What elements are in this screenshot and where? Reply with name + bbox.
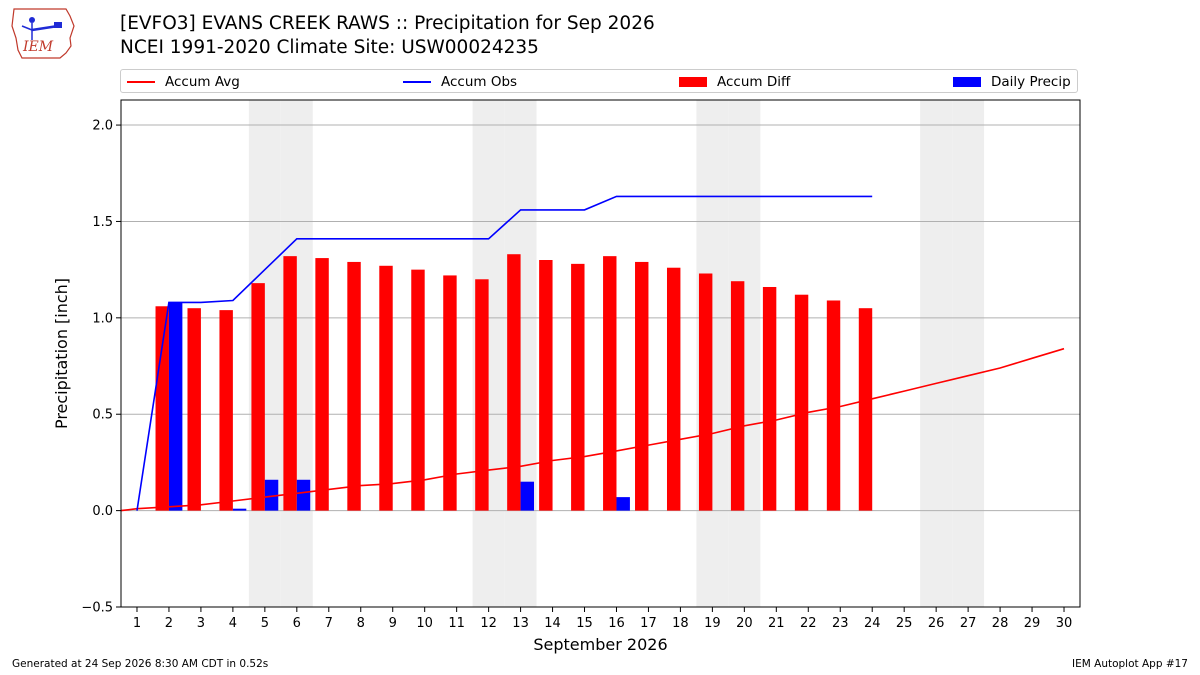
accum-diff-bar (571, 263, 585, 511)
accum-diff-bar (858, 308, 873, 511)
x-tick-label: 4 (229, 616, 237, 631)
x-tick-label: 1 (133, 616, 141, 631)
legend-item-accum-obs: Accum Obs (403, 73, 517, 91)
x-tick-label: 30 (1056, 616, 1073, 631)
y-axis-label: Precipitation [inch] (52, 278, 71, 429)
x-axis-label: September 2026 (533, 635, 667, 654)
accum-diff-bar (635, 261, 649, 511)
y-tick-label: 0.0 (92, 504, 113, 519)
legend-swatch-accum-avg (127, 81, 155, 83)
plot-frame (120, 99, 1081, 608)
x-tick-label: 5 (261, 616, 269, 631)
x-tick-label: 12 (480, 616, 497, 631)
x-tick-label: 7 (325, 616, 333, 631)
x-tick-label: 16 (608, 616, 625, 631)
x-tick-label: 20 (736, 616, 753, 631)
x-tick-label: 25 (896, 616, 913, 631)
accum-diff-bar (379, 265, 393, 511)
daily-precip-bar (168, 302, 183, 511)
x-tick-label: 14 (544, 616, 561, 631)
x-tick-label: 17 (640, 616, 657, 631)
x-tick-label: 11 (448, 616, 465, 631)
accum-obs-line (136, 195, 873, 511)
accum-diff-bar (475, 279, 489, 511)
accum-diff-bar (315, 258, 329, 511)
y-tick-label: 1.0 (92, 311, 113, 326)
accum-diff-bar (507, 254, 521, 511)
accum-diff-bar (443, 275, 457, 511)
svg-text:IEM: IEM (22, 39, 54, 55)
generated-timestamp: Generated at 24 Sep 2026 8:30 AM CDT in … (12, 658, 269, 670)
x-tick-label: 27 (960, 616, 977, 631)
x-tick-label: 24 (864, 616, 881, 631)
legend-swatch-accum-obs (403, 81, 431, 83)
legend-swatch-daily-precip (953, 77, 981, 87)
daily-precip-bar (232, 508, 247, 511)
x-tick-label: 22 (800, 616, 817, 631)
x-tick-label: 29 (1024, 616, 1041, 631)
y-tick-label: −0.5 (81, 601, 113, 616)
daily-precip-bar (520, 481, 535, 511)
x-tick-label: 8 (357, 616, 365, 631)
x-tick-label: 3 (197, 616, 205, 631)
legend-item-accum-diff: Accum Diff (679, 73, 790, 91)
y-tick-label: 1.5 (92, 215, 113, 230)
legend-label-accum-avg: Accum Avg (165, 74, 240, 90)
x-tick-label: 26 (928, 616, 945, 631)
weekend-shade-day-27 (952, 100, 985, 607)
y-tick-label: 0.5 (92, 408, 113, 423)
x-tick-label: 28 (992, 616, 1009, 631)
x-tick-label: 18 (672, 616, 689, 631)
y-tick-label: 2.0 (92, 119, 113, 134)
accum-diff-bar (762, 286, 777, 511)
accum-diff-bar (411, 269, 425, 511)
x-tick-label: 10 (416, 616, 433, 631)
x-tick-label: 9 (389, 616, 397, 631)
accum-diff-bar (698, 273, 713, 511)
daily-precip-bar (616, 497, 630, 511)
accum-diff-bar (794, 294, 809, 511)
legend-label-accum-obs: Accum Obs (441, 74, 518, 90)
accum-diff-bar (347, 261, 361, 511)
accum-diff-bar (826, 300, 841, 511)
daily-precip-bar (264, 479, 279, 511)
accum-avg-line (120, 347, 1065, 512)
accum-diff-bar (219, 310, 233, 511)
x-tick-label: 6 (293, 616, 301, 631)
iem-logo[interactable]: IEM (8, 6, 80, 60)
autoplot-app-label: IEM Autoplot App #17 (1072, 658, 1188, 670)
legend-swatch-accum-diff (679, 77, 707, 87)
accum-diff-bar (539, 260, 553, 511)
legend-item-accum-avg: Accum Avg (127, 73, 240, 91)
chart-legend: Accum Avg Accum Obs Accum Diff Daily Pre… (120, 69, 1078, 93)
x-tick-label: 21 (768, 616, 785, 631)
accum-diff-bar (187, 308, 201, 511)
accum-diff-bar (155, 306, 169, 511)
x-tick-label: 19 (704, 616, 721, 631)
legend-label-daily-precip: Daily Precip (991, 74, 1071, 90)
legend-item-daily-precip: Daily Precip (953, 73, 1071, 91)
weekend-shade-day-26 (920, 100, 953, 607)
x-tick-label: 23 (832, 616, 849, 631)
accum-diff-bar (666, 267, 681, 511)
accum-diff-bar (603, 256, 617, 511)
chart-title: [EVFO3] EVANS CREEK RAWS :: Precipitatio… (120, 13, 655, 34)
x-tick-label: 15 (576, 616, 593, 631)
accum-diff-bar (251, 283, 265, 511)
legend-label-accum-diff: Accum Diff (717, 74, 791, 90)
chart-subtitle: NCEI 1991-2020 Climate Site: USW00024235 (120, 37, 539, 58)
daily-precip-bar (296, 479, 311, 511)
x-tick-label: 13 (512, 616, 529, 631)
accum-diff-bar (730, 281, 745, 511)
x-tick-label: 2 (165, 616, 173, 631)
accum-diff-bar (283, 256, 297, 511)
